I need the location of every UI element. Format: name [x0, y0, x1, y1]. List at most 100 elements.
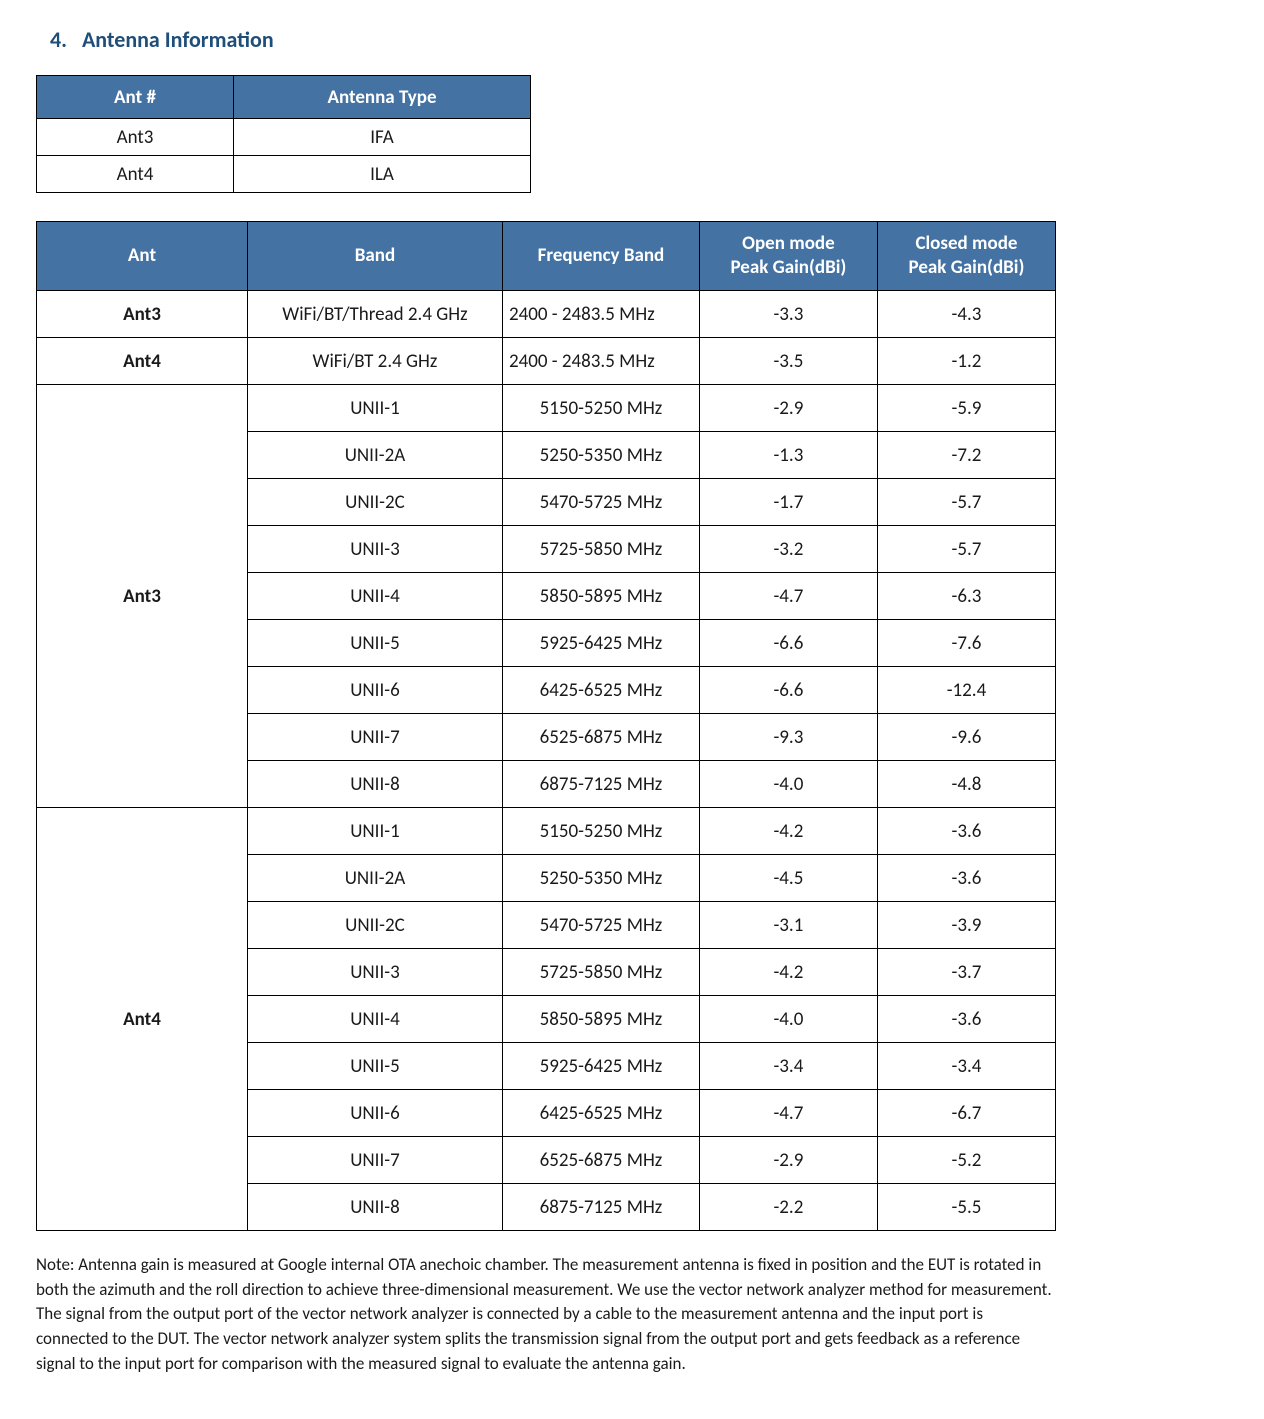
cell-frequency-band: 5925-6425 MHz — [502, 620, 699, 667]
cell-band: UNII-2A — [247, 432, 502, 479]
table-row: Ant3UNII-15150-5250 MHz-2.9-5.9 — [37, 385, 1056, 432]
table-row: Ant4UNII-15150-5250 MHz-4.2-3.6 — [37, 808, 1056, 855]
cell-open-mode-gain: -1.3 — [699, 432, 877, 479]
cell-closed-mode-gain: -9.6 — [877, 714, 1055, 761]
cell-closed-mode-gain: -6.3 — [877, 573, 1055, 620]
col-header-ant: Ant — [37, 222, 248, 291]
cell-antenna-type: IFA — [234, 119, 531, 156]
cell-frequency-band: 5250-5350 MHz — [502, 432, 699, 479]
cell-closed-mode-gain: -3.6 — [877, 808, 1055, 855]
col-header-frequency-band: Frequency Band — [502, 222, 699, 291]
cell-frequency-band: 5470-5725 MHz — [502, 479, 699, 526]
col-header-ant-number: Ant # — [37, 76, 234, 119]
cell-closed-mode-gain: -4.8 — [877, 761, 1055, 808]
cell-frequency-band: 5725-5850 MHz — [502, 526, 699, 573]
cell-open-mode-gain: -3.2 — [699, 526, 877, 573]
section-number: 4. — [50, 26, 67, 53]
cell-closed-mode-gain: -3.9 — [877, 902, 1055, 949]
cell-frequency-band: 2400 - 2483.5 MHz — [502, 291, 699, 338]
cell-band: UNII-7 — [247, 1137, 502, 1184]
cell-closed-mode-gain: -7.6 — [877, 620, 1055, 667]
cell-ant: Ant4 — [37, 808, 248, 1231]
cell-open-mode-gain: -1.7 — [699, 479, 877, 526]
cell-ant: Ant4 — [37, 338, 248, 385]
cell-open-mode-gain: -3.1 — [699, 902, 877, 949]
cell-band: UNII-1 — [247, 808, 502, 855]
table-header-row: Ant # Antenna Type — [37, 76, 531, 119]
cell-frequency-band: 6875-7125 MHz — [502, 761, 699, 808]
cell-open-mode-gain: -4.7 — [699, 573, 877, 620]
cell-band: UNII-3 — [247, 526, 502, 573]
cell-band: UNII-4 — [247, 996, 502, 1043]
cell-open-mode-gain: -2.9 — [699, 1137, 877, 1184]
cell-antenna-type: ILA — [234, 156, 531, 193]
cell-frequency-band: 6425-6525 MHz — [502, 1090, 699, 1137]
antenna-gain-table: Ant Band Frequency Band Open modePeak Ga… — [36, 221, 1056, 1231]
cell-open-mode-gain: -4.0 — [699, 996, 877, 1043]
cell-open-mode-gain: -4.5 — [699, 855, 877, 902]
cell-band: UNII-2C — [247, 902, 502, 949]
section-heading: Antenna Information — [82, 26, 274, 53]
table-row: Ant3WiFi/BT/Thread 2.4 GHz2400 - 2483.5 … — [37, 291, 1056, 338]
cell-frequency-band: 6525-6875 MHz — [502, 714, 699, 761]
cell-frequency-band: 5850-5895 MHz — [502, 996, 699, 1043]
cell-frequency-band: 6425-6525 MHz — [502, 667, 699, 714]
cell-band: UNII-6 — [247, 667, 502, 714]
section-title: 4. Antenna Information — [50, 26, 1228, 53]
cell-open-mode-gain: -3.4 — [699, 1043, 877, 1090]
cell-open-mode-gain: -3.5 — [699, 338, 877, 385]
cell-band: UNII-4 — [247, 573, 502, 620]
cell-open-mode-gain: -4.2 — [699, 808, 877, 855]
cell-frequency-band: 5850-5895 MHz — [502, 573, 699, 620]
cell-open-mode-gain: -2.9 — [699, 385, 877, 432]
cell-band: UNII-3 — [247, 949, 502, 996]
col-header-closed-mode: Closed modePeak Gain(dBi) — [877, 222, 1055, 291]
cell-frequency-band: 5150-5250 MHz — [502, 385, 699, 432]
table-row: Ant4WiFi/BT 2.4 GHz2400 - 2483.5 MHz-3.5… — [37, 338, 1056, 385]
cell-closed-mode-gain: -3.6 — [877, 855, 1055, 902]
cell-frequency-band: 5150-5250 MHz — [502, 808, 699, 855]
cell-closed-mode-gain: -5.2 — [877, 1137, 1055, 1184]
col-header-band: Band — [247, 222, 502, 291]
cell-closed-mode-gain: -3.6 — [877, 996, 1055, 1043]
cell-band: UNII-8 — [247, 761, 502, 808]
cell-frequency-band: 5925-6425 MHz — [502, 1043, 699, 1090]
cell-open-mode-gain: -6.6 — [699, 620, 877, 667]
table-row: Ant4ILA — [37, 156, 531, 193]
cell-closed-mode-gain: -6.7 — [877, 1090, 1055, 1137]
cell-band: UNII-8 — [247, 1184, 502, 1231]
cell-band: UNII-2A — [247, 855, 502, 902]
cell-band: UNII-7 — [247, 714, 502, 761]
cell-frequency-band: 5470-5725 MHz — [502, 902, 699, 949]
cell-ant-number: Ant3 — [37, 119, 234, 156]
cell-frequency-band: 6525-6875 MHz — [502, 1137, 699, 1184]
cell-frequency-band: 5250-5350 MHz — [502, 855, 699, 902]
cell-ant: Ant3 — [37, 291, 248, 338]
table-header-row: Ant Band Frequency Band Open modePeak Ga… — [37, 222, 1056, 291]
col-header-open-mode: Open modePeak Gain(dBi) — [699, 222, 877, 291]
cell-closed-mode-gain: -5.7 — [877, 479, 1055, 526]
table-row: Ant3IFA — [37, 119, 531, 156]
cell-closed-mode-gain: -5.7 — [877, 526, 1055, 573]
cell-open-mode-gain: -9.3 — [699, 714, 877, 761]
cell-closed-mode-gain: -5.9 — [877, 385, 1055, 432]
cell-band: UNII-5 — [247, 620, 502, 667]
cell-band: UNII-5 — [247, 1043, 502, 1090]
cell-closed-mode-gain: -3.4 — [877, 1043, 1055, 1090]
cell-open-mode-gain: -4.7 — [699, 1090, 877, 1137]
cell-closed-mode-gain: -12.4 — [877, 667, 1055, 714]
col-header-antenna-type: Antenna Type — [234, 76, 531, 119]
cell-open-mode-gain: -2.2 — [699, 1184, 877, 1231]
cell-closed-mode-gain: -5.5 — [877, 1184, 1055, 1231]
cell-closed-mode-gain: -7.2 — [877, 432, 1055, 479]
cell-closed-mode-gain: -1.2 — [877, 338, 1055, 385]
cell-frequency-band: 6875-7125 MHz — [502, 1184, 699, 1231]
cell-band: WiFi/BT 2.4 GHz — [247, 338, 502, 385]
cell-open-mode-gain: -3.3 — [699, 291, 877, 338]
cell-closed-mode-gain: -3.7 — [877, 949, 1055, 996]
cell-band: UNII-1 — [247, 385, 502, 432]
cell-open-mode-gain: -4.2 — [699, 949, 877, 996]
footnote: Note: Antenna gain is measured at Google… — [36, 1253, 1056, 1376]
cell-frequency-band: 2400 - 2483.5 MHz — [502, 338, 699, 385]
antenna-type-table: Ant # Antenna Type Ant3IFAAnt4ILA — [36, 75, 531, 193]
